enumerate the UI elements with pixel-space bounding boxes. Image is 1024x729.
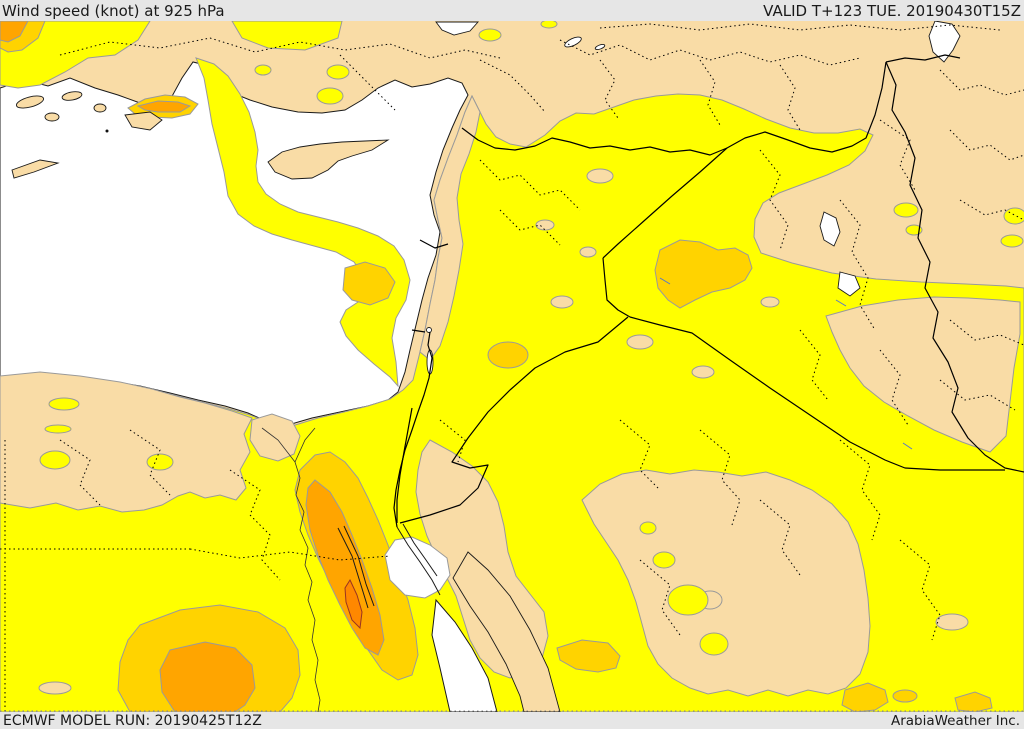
aegean-island — [124, 111, 163, 131]
wind-spot — [39, 450, 71, 470]
lake-tharthar — [819, 211, 841, 247]
low-wind-spot — [691, 365, 715, 379]
wind-spot — [1003, 207, 1024, 225]
low-wind-spot — [38, 681, 72, 695]
admin-boundaries-layer — [0, 23, 1024, 712]
map-title: Wind speed (knot) at 925 hPa — [2, 1, 225, 20]
low-wind-spot — [579, 246, 597, 258]
lake-tuz — [435, 21, 480, 36]
nile-delta-branch — [294, 427, 316, 463]
gulf-of-aqaba-coast — [402, 523, 438, 577]
wind-spot — [326, 64, 350, 80]
extreme-redsea-core — [344, 578, 363, 630]
gold-spot — [954, 691, 993, 713]
rivers-layer — [659, 277, 913, 450]
border-syria-iraq — [602, 147, 728, 259]
orange-turkey-coast — [136, 100, 192, 113]
wind-spot — [44, 424, 72, 434]
wind-spot — [231, 20, 343, 51]
cyprus-island — [267, 139, 390, 180]
footer-bar: ECMWF MODEL RUN: 20190425T12Z ArabiaWeat… — [0, 712, 1024, 729]
wind-spot — [893, 202, 919, 218]
gold-spot — [841, 682, 889, 713]
valid-time-label: VALID T+123 TUE. 20190430T15Z — [763, 1, 1021, 20]
wind-spot — [478, 28, 502, 42]
gold-spot — [892, 689, 918, 703]
turkish-lake — [594, 44, 606, 50]
low-wind-levant-strip — [419, 94, 481, 361]
borders-layer — [393, 54, 1024, 528]
wind-spot — [652, 551, 676, 569]
border-turkey-iran — [885, 54, 961, 63]
island-dot — [105, 129, 109, 133]
border-jordan-iraq — [602, 257, 631, 318]
gulf-of-suez-coast — [343, 525, 375, 607]
low-wind-spot — [550, 295, 574, 309]
border-iraq-iran — [885, 61, 1024, 473]
gold-east-syria — [654, 239, 753, 309]
wind-spot — [667, 584, 709, 616]
border-lebanon-syria — [419, 239, 449, 249]
wind-spot — [316, 87, 344, 105]
islands-lakes-layer — [11, 20, 961, 375]
gulf-of-aqaba-coast — [396, 526, 441, 596]
low-wind-spot — [586, 168, 614, 184]
red-sea-layer — [261, 427, 561, 713]
low-wind-iraq-se — [825, 296, 1021, 453]
orange-nw-corner — [0, 20, 29, 43]
lake-razzaza — [837, 271, 861, 297]
orange-nile — [159, 641, 256, 713]
sea-of-galilee — [426, 327, 432, 333]
aegean-island — [93, 103, 107, 113]
wind-maxima-layer — [0, 20, 993, 713]
orange-redsea-band — [305, 479, 385, 656]
wind-spot — [540, 19, 558, 29]
gold-spot — [487, 341, 529, 369]
low-wind-spot — [626, 334, 654, 350]
credit-label: ArabiaWeather Inc. — [890, 712, 1020, 729]
gold-spot — [556, 639, 621, 673]
wind-spot — [146, 453, 174, 471]
border-turkey-syria-iraq — [461, 61, 887, 156]
low-wind-spot — [935, 613, 969, 631]
aegean-island — [44, 112, 60, 122]
gold-sea-cyprus — [342, 261, 396, 306]
gulf-of-suez-coast — [337, 527, 369, 609]
wind-spot — [699, 632, 729, 656]
aegean-island — [61, 91, 83, 101]
border-israel-north — [411, 329, 426, 333]
wind-spot — [639, 521, 657, 535]
border-iraq-saudi — [629, 316, 1005, 471]
wind-spot — [48, 397, 80, 411]
header-bar: Wind speed (knot) at 925 hPa VALID T+123… — [0, 0, 1024, 21]
jordan-rift — [393, 331, 433, 528]
nile-delta-branch — [261, 427, 296, 463]
border-jordan-saudi — [399, 316, 629, 524]
nile-river — [294, 461, 321, 713]
aegean-island — [11, 159, 60, 179]
wind-spot — [1000, 234, 1024, 248]
model-run-label: ECMWF MODEL RUN: 20190425T12Z — [3, 712, 262, 729]
wind-spot — [254, 64, 272, 76]
wind-band-sea-patch — [195, 57, 411, 388]
low-wind-spot — [535, 219, 555, 231]
wind-spot — [905, 224, 923, 236]
low-wind-spot — [760, 296, 780, 308]
aegean-island — [15, 95, 45, 109]
